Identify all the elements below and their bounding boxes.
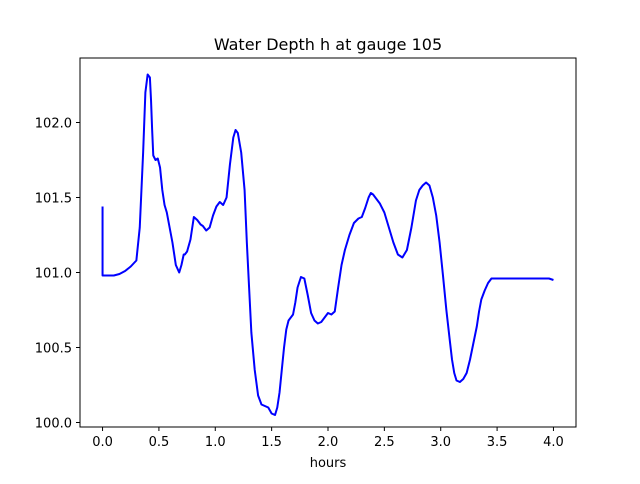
x-tick-label: 1.5 [261,435,282,450]
x-tick-label: 1.0 [205,435,226,450]
x-tick-label: 0.0 [92,435,113,450]
x-tick-label: 4.0 [543,435,564,450]
y-tick-label: 102.0 [35,117,72,132]
chart-title: Water Depth h at gauge 105 [214,35,442,54]
plot-area [101,73,554,416]
x-tick-label: 2.5 [374,435,395,450]
axes: 0.0 0.5 1.0 1.5 2.0 2.5 3.0 3.5 4.0 100.0 100.5 101… [35,57,577,450]
x-tick-label: 0.5 [149,435,170,450]
y-tick-label: 101.5 [35,192,72,207]
y-tick-label: 100.0 [35,417,72,432]
x-tick-label: 3.5 [487,435,508,450]
y-tick-label: 101.0 [35,267,72,282]
y-tick-label: 100.5 [35,342,72,357]
series-line-0 [101,73,554,416]
x-tick-label: 2.0 [318,435,339,450]
x-tick-label: 3.0 [430,435,451,450]
x-axis-label: hours [310,456,347,471]
